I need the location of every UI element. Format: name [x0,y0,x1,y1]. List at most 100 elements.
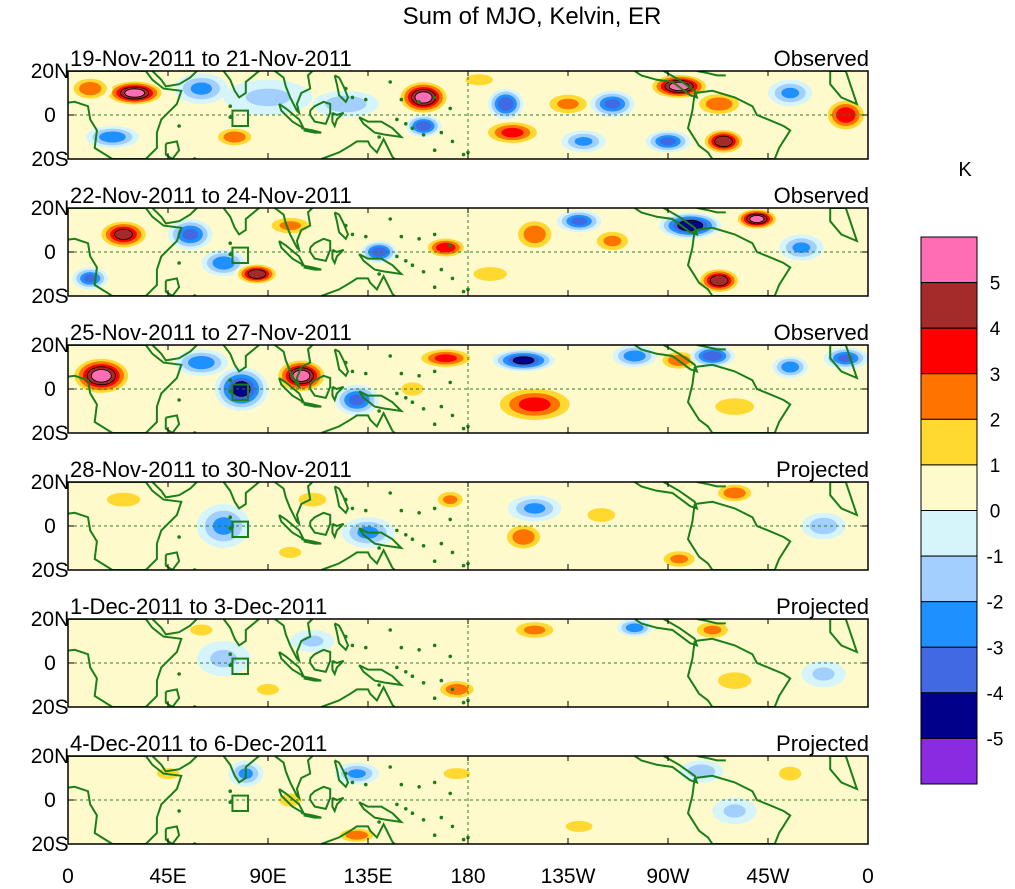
island-dot [461,837,466,842]
island-dot [439,541,444,546]
colorbar-swatch [920,373,978,420]
contour-level [106,492,141,507]
contour-level [79,82,102,96]
island-dot [228,241,233,245]
x-tick-label: 90E [249,865,286,888]
contour-level [256,683,280,695]
island-dot [403,533,408,537]
island-dot [466,561,470,566]
island-dot [450,276,455,281]
contour-level [670,554,688,564]
anomaly-blob [779,234,824,261]
island-dot [461,289,466,294]
island-dot [432,643,437,648]
contour-level [443,768,471,780]
anomaly-blob [179,619,224,641]
anomaly-blob [712,482,757,504]
island-dot [228,526,233,530]
anomaly-blob [103,79,166,107]
contour-level [812,667,835,681]
island-dot [432,369,437,374]
coastline-newguinea [358,527,405,550]
contour-level [83,274,97,283]
island-dot [388,628,393,632]
colorbar: K 5 4 3 2 1 0 -1 -2 -3 -4 -5 [920,159,1004,785]
coastline-australia [320,136,396,159]
island-dot [410,126,415,130]
coastline-indochina [274,345,314,391]
panel-2: 20N 0 20S 22-Nov-2011 to 24-Nov-2011 Observe… [31,183,869,308]
island-dot [432,232,437,237]
contour-level [809,517,838,535]
coastline-africa [68,482,183,570]
contour-level [836,107,856,123]
island-dot [388,80,393,84]
island-dot [363,371,368,376]
island-dot [439,404,444,409]
island-dot [399,234,404,239]
contour-level [714,135,733,148]
x-tick-label: 90W [646,865,689,888]
contour-level [574,137,593,146]
x-tick-label: 180 [450,865,485,888]
colorbar-swatch [920,646,978,694]
y-tick-label: 20N [31,608,70,631]
island-dot [448,654,453,659]
contour-level [298,492,327,507]
island-dot [228,389,233,394]
contour-level [625,623,644,633]
island-dot [403,807,408,811]
anomaly-blob [245,678,291,701]
coastline-southAm [686,500,792,570]
island-dot [461,152,466,157]
anomaly-blob [405,115,442,137]
island-dot [448,243,453,248]
anomaly-blob [334,762,380,785]
coastline-java [301,675,322,682]
coastline-australia [320,410,396,433]
island-dot [403,396,408,400]
island-dot [377,272,381,276]
panel-period-label: 28-Nov-2011 to 30-Nov-2011 [70,457,352,482]
anomaly-blob [679,760,724,783]
island-dot [363,645,368,650]
island-dot [410,537,415,541]
anomaly-blob [434,678,480,701]
coastline-africa [68,756,183,844]
island-dot [343,86,348,91]
island-dot [417,785,421,789]
anomaly-blob [690,619,735,641]
panels-group: 20N 0 20S 19-Nov-2011 to 21-Nov-2011 Observe… [31,46,869,856]
contour-level [279,546,302,558]
island-dot [421,544,426,548]
contour-level [348,394,365,406]
panel-kind-label: Observed [774,46,869,71]
coastline-philippines [333,622,350,652]
y-tick-label: 20S [31,148,68,171]
anomaly-blob [263,214,317,237]
anomaly-blob [274,358,329,394]
coastline-borneo [309,648,332,673]
coastline-sulawesi [331,385,345,403]
island-dot [350,643,355,648]
contour-level [524,503,546,514]
coastline-newguinea [358,116,405,139]
colorbar-swatch [920,418,978,466]
coastline-arabia [151,208,198,225]
contour-level [523,225,546,244]
coastline-india [222,71,260,99]
island-dot [395,528,399,533]
y-tick-label: 20N [31,60,70,83]
anomaly-blob [234,263,280,285]
contour-level [718,672,752,689]
region-box [231,109,249,127]
island-dot [228,115,233,119]
region-box [231,520,249,538]
coastline-southAm [686,226,792,296]
anomaly-blob [212,126,257,148]
coastline-arabia [151,756,198,773]
anomaly-blob [508,495,562,522]
island-dot [399,645,404,650]
island-dot [228,663,233,667]
coastline-australia [320,821,396,844]
